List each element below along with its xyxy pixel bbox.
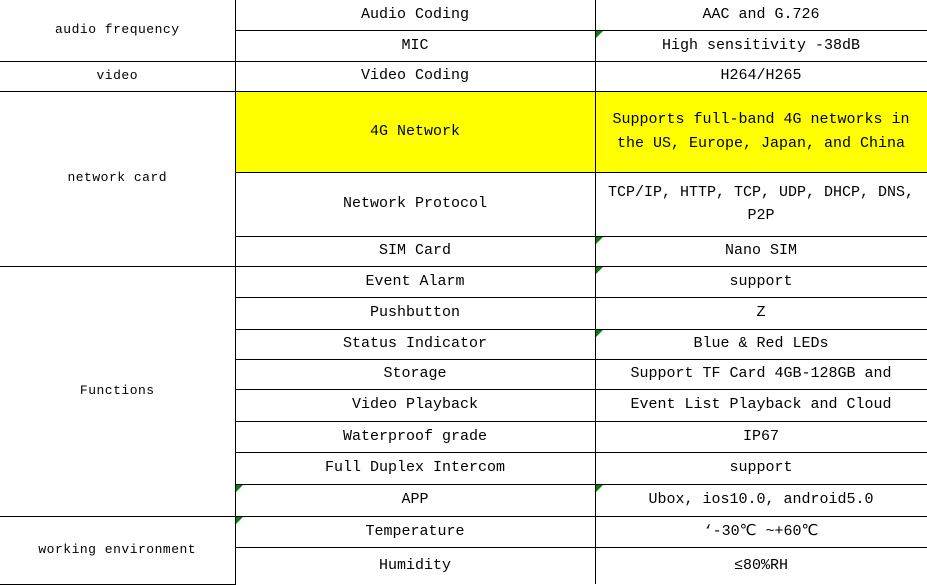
value-cell: Support TF Card 4GB-128GB and — [594, 358, 927, 390]
value-cell: Z — [594, 296, 927, 330]
table-row: Video Playback Event List Playback and C… — [0, 388, 927, 422]
table-row: video Video Coding H264/H265 — [0, 60, 927, 92]
property-cell: Status Indicator — [234, 328, 596, 360]
table-row: Network Protocol TCP/IP, HTTP, TCP, UDP,… — [0, 171, 927, 237]
value-cell: TCP/IP, HTTP, TCP, UDP, DHCP, DNS, P2P — [594, 171, 927, 237]
table-row: MIC High sensitivity -38dB — [0, 29, 927, 62]
table-row: Status Indicator Blue & Red LEDs — [0, 328, 927, 360]
cell-flag-icon — [236, 517, 243, 524]
table-row: Functions Event Alarm support — [0, 265, 927, 517]
property-cell: Audio Coding — [234, 0, 596, 31]
table-row: Humidity ≤80%RH — [0, 546, 927, 584]
table-row: working environment Temperature ‘-30℃ ~+… — [0, 515, 927, 585]
table-row-highlighted: network card 4G Network Supports full-ba… — [0, 90, 927, 267]
property-text: Temperature — [365, 522, 465, 540]
value-text: support — [729, 272, 793, 290]
value-cell: Ubox, ios10.0, android5.0 — [594, 483, 927, 517]
value-cell: ≤80%RH — [594, 546, 927, 584]
cell-flag-icon — [596, 485, 603, 492]
value-cell: support — [594, 265, 927, 298]
table-row: SIM Card Nano SIM — [0, 235, 927, 267]
category-cell-functions: Functions — [0, 265, 236, 517]
category-cell-video: video — [0, 60, 236, 92]
value-cell: H264/H265 — [594, 60, 927, 92]
value-cell: Nano SIM — [594, 235, 927, 267]
property-cell: SIM Card — [234, 235, 596, 267]
property-cell: Storage — [234, 358, 596, 390]
property-cell: Network Protocol — [234, 171, 596, 237]
value-text: Blue & Red LEDs — [693, 335, 829, 353]
cell-flag-icon — [596, 267, 603, 274]
property-cell: Pushbutton — [234, 296, 596, 330]
value-cell: Blue & Red LEDs — [594, 328, 927, 360]
property-cell: APP — [234, 483, 596, 517]
property-cell: Humidity — [234, 546, 596, 584]
property-cell: Event Alarm — [234, 265, 596, 298]
table-row: APP Ubox, ios10.0, android5.0 — [0, 483, 927, 517]
category-cell-working-environment: working environment — [0, 515, 236, 585]
value-text: Ubox, ios10.0, android5.0 — [648, 491, 874, 509]
property-cell: Video Playback — [234, 388, 596, 422]
table-row: Waterproof grade IP67 — [0, 420, 927, 453]
cell-flag-icon — [596, 31, 603, 38]
value-cell: ‘-30℃ ~+60℃ — [594, 515, 927, 548]
value-cell-4g-network: Supports full-band 4G networks in the US… — [594, 90, 927, 173]
property-text: APP — [401, 491, 429, 509]
cell-flag-icon — [596, 237, 603, 244]
table-row: Pushbutton Z — [0, 296, 927, 330]
category-cell-audio-frequency: audio frequency — [0, 0, 236, 62]
property-cell: Waterproof grade — [234, 420, 596, 453]
cell-flag-icon — [236, 485, 243, 492]
property-cell: MIC — [234, 29, 596, 62]
value-cell: Event List Playback and Cloud — [594, 388, 927, 422]
value-text: Nano SIM — [724, 242, 797, 260]
value-cell: AAC and G.726 — [594, 0, 927, 31]
property-cell: Video Coding — [234, 60, 596, 92]
property-cell-4g-network: 4G Network — [234, 90, 596, 173]
value-text: High sensitivity -38dB — [661, 36, 861, 54]
cell-flag-icon — [596, 330, 603, 337]
property-cell: Temperature — [234, 515, 596, 548]
table-row: audio frequency Audio Coding AAC and G.7… — [0, 0, 927, 62]
value-cell: IP67 — [594, 420, 927, 453]
property-cell: Full Duplex Intercom — [234, 451, 596, 485]
category-cell-network-card: network card — [0, 90, 236, 267]
value-cell: support — [594, 451, 927, 485]
value-cell: High sensitivity -38dB — [594, 29, 927, 62]
